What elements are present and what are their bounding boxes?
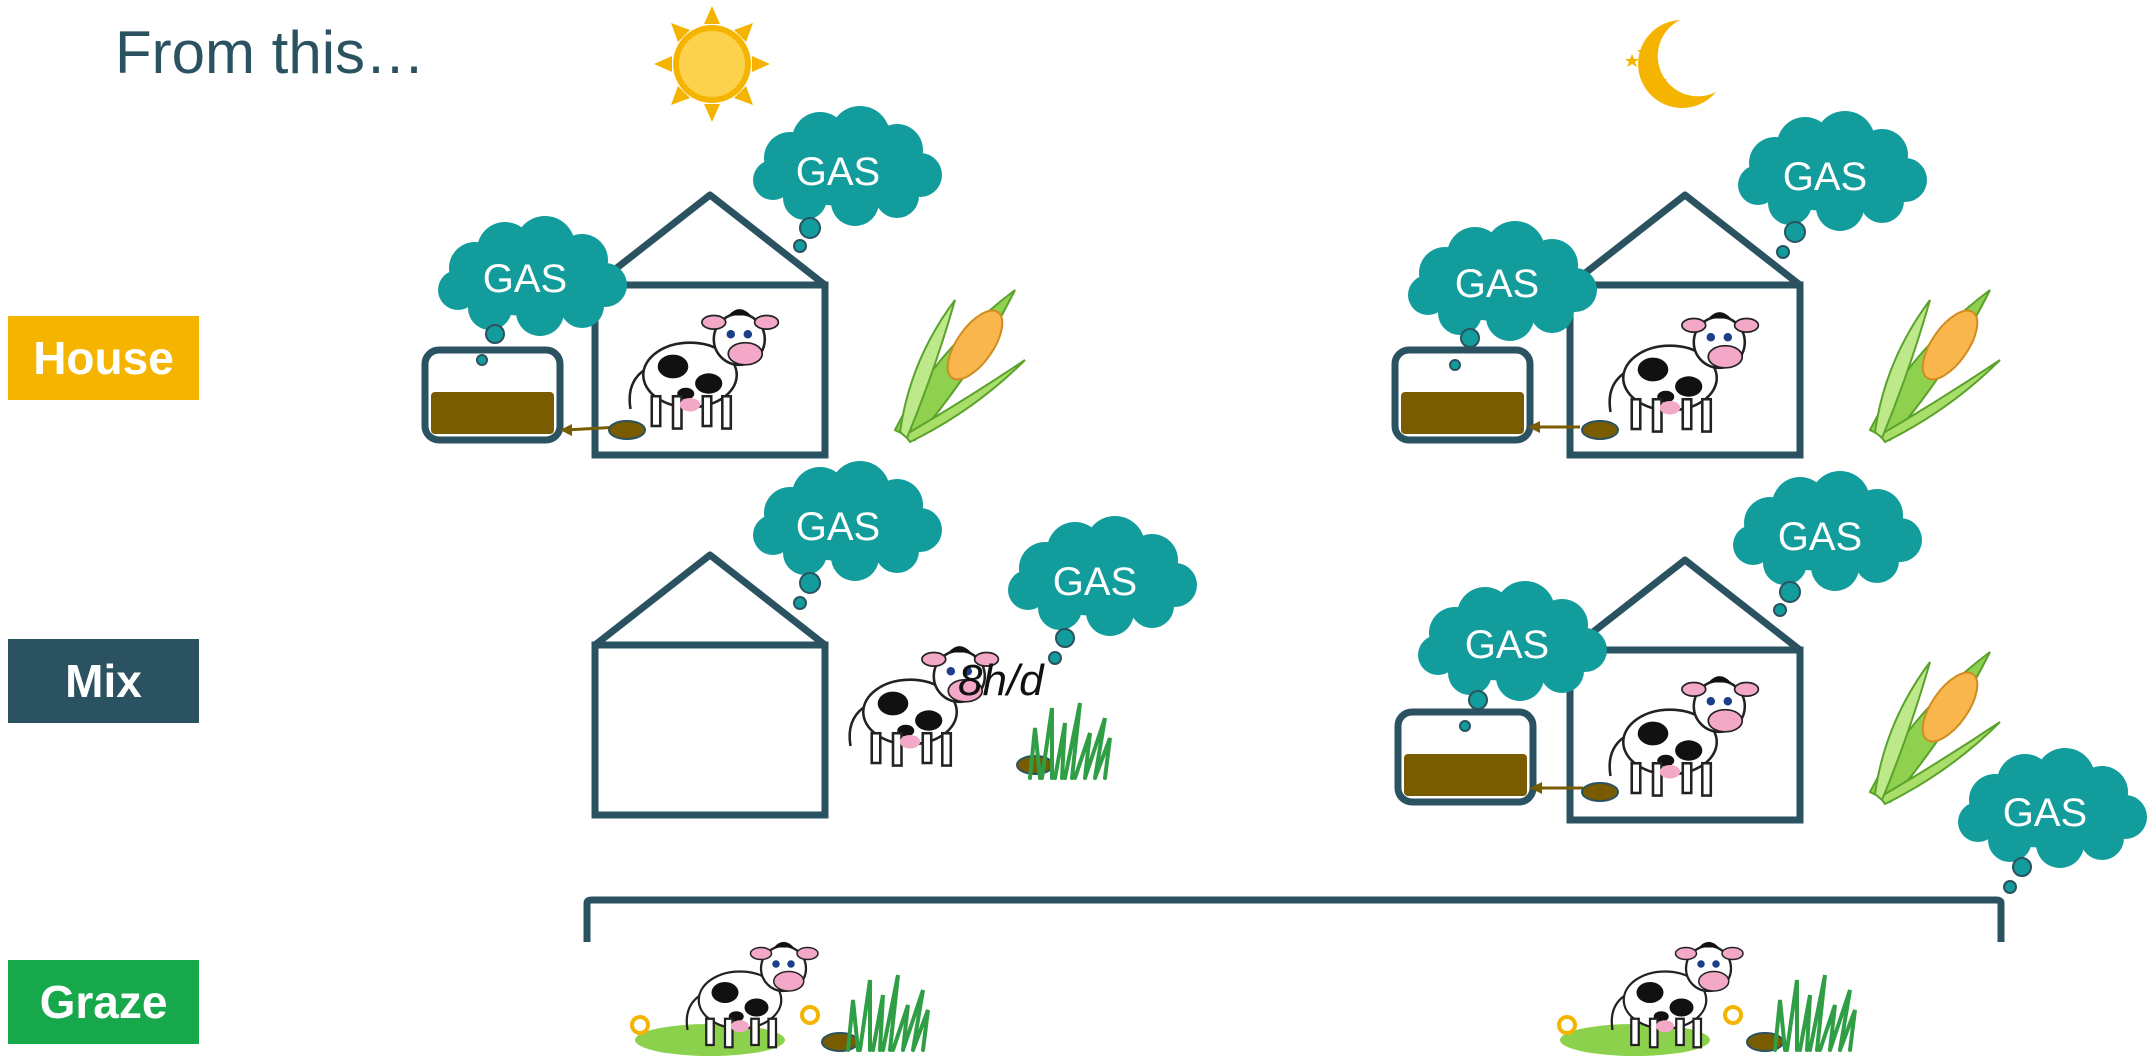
row-label-graze: Graze: [8, 960, 199, 1044]
slide-title: From this…: [115, 19, 426, 86]
cow-icon: [628, 307, 780, 430]
gas-label: GAS: [1455, 262, 1539, 306]
mix-night-group: GAS GAS: [1398, 471, 2001, 820]
gas-label: GAS: [796, 150, 880, 194]
corn-icon: [1869, 289, 2001, 443]
manure-tank-icon: [1395, 350, 1530, 440]
cow-icon: [1610, 940, 1745, 1049]
house-night-group: GAS GAS: [1395, 111, 2001, 455]
grass-icon: [846, 973, 930, 1052]
graze-group: GAS: [583, 748, 2147, 1056]
corn-icon: [894, 289, 1026, 443]
row-label-mix: Mix: [8, 639, 199, 723]
cow-icon: [1608, 674, 1760, 797]
gas-label: GAS: [1053, 560, 1137, 604]
gas-label: GAS: [1783, 155, 1867, 199]
sun-icon: [654, 6, 770, 122]
cow-icon: [1608, 310, 1760, 433]
manure-tank-icon: [425, 350, 560, 440]
moon-icon: [1625, 20, 1716, 108]
grass-icon: [1028, 701, 1112, 780]
grazing-duration: 8h/d: [958, 656, 1045, 705]
barn-icon: [595, 555, 825, 815]
row-label-house: House: [8, 316, 199, 400]
gas-label: GAS: [1778, 515, 1862, 559]
mix-day-group: 8h/d GAS GAS: [595, 461, 1197, 815]
gas-label: GAS: [2003, 791, 2087, 835]
cow-icon: [685, 940, 820, 1049]
gas-label: GAS: [796, 505, 880, 549]
gas-label: GAS: [1465, 623, 1549, 667]
grass-icon: [1773, 973, 1857, 1052]
gas-label: GAS: [483, 257, 567, 301]
house-day-group: GAS GAS: [425, 106, 1026, 455]
